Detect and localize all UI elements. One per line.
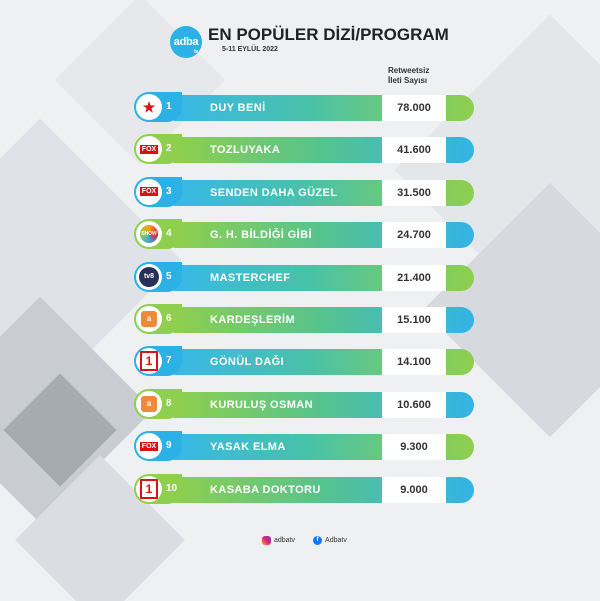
rank-number: 4 [166, 228, 172, 240]
value-column-header: Retweetsiz İleti Sayısı [388, 66, 430, 85]
facebook-link[interactable]: f Adbatv [313, 536, 347, 545]
table-row: FOX 2 TOZLUYAKA 41.600 [134, 134, 474, 165]
table-row: FOX 3 SENDEN DAHA GÜZEL 31.500 [134, 176, 474, 207]
rank-number: 1 [166, 101, 172, 112]
program-name: TOZLUYAKA [210, 144, 281, 157]
table-row: a 8 KURULUŞ OSMAN 10.600 [134, 388, 474, 419]
program-value: 31.500 [382, 179, 446, 206]
rank-badge: FOX 2 [134, 134, 182, 165]
program-name: YASAK ELMA [210, 441, 286, 454]
header: adba tv EN POPÜLER DİZİ/PROGRAM 5-11 EYLÜ… [170, 24, 490, 64]
rank-badge: 1 10 [134, 473, 182, 504]
program-value: 41.600 [382, 137, 446, 164]
table-row: ★ 1 DUY BENİ 78.000 [134, 92, 474, 122]
program-value: 14.100 [382, 349, 446, 376]
table-row: a 6 KARDEŞLERİM 15.100 [134, 304, 474, 334]
atv-logo-icon: a [136, 306, 162, 332]
program-value: 78.000 [382, 95, 446, 121]
footer: adbatv f Adbatv [262, 536, 347, 545]
rank-badge: FOX 9 [134, 431, 182, 462]
rank-number: 7 [166, 355, 172, 367]
program-value: 9.300 [382, 434, 446, 461]
table-row: 1 10 KASABA DOKTORU 9.000 [134, 473, 474, 504]
program-value: 9.000 [382, 476, 446, 503]
table-row: tv8 5 MASTERCHEF 21.400 [134, 261, 474, 292]
adba-logo: adba tv [170, 26, 202, 58]
rank-badge: tv8 5 [134, 261, 182, 292]
program-value: 21.400 [382, 264, 446, 291]
rank-number: 8 [166, 397, 172, 409]
rank-badge: SHOW 4 [134, 219, 182, 250]
atv-logo-icon: a [136, 390, 162, 417]
rank-number: 5 [166, 270, 172, 282]
instagram-icon [262, 536, 271, 545]
program-name: MASTERCHEF [210, 271, 291, 284]
fox-logo-icon: FOX [136, 178, 162, 205]
program-name: KASABA DOKTORU [210, 483, 321, 496]
program-value: 15.100 [382, 307, 446, 333]
page-title: EN POPÜLER DİZİ/PROGRAM [208, 25, 449, 44]
kanal-d-logo-icon: 1 [136, 348, 162, 375]
page-subtitle: 5-11 EYLÜL 2022 [222, 46, 278, 53]
rank-badge: ★ 1 [134, 92, 182, 122]
kanal-d-logo-icon: 1 [136, 475, 162, 502]
table-row: 1 7 GÖNÜL DAĞI 14.100 [134, 346, 474, 377]
fox-logo-icon: FOX [136, 433, 162, 460]
star-tv-logo-icon: ★ [136, 94, 162, 120]
program-name: GÖNÜL DAĞI [210, 356, 285, 369]
program-name: KURULUŞ OSMAN [210, 398, 313, 411]
fox-logo-icon: FOX [136, 136, 162, 163]
table-row: SHOW 4 G. H. BİLDİĞİ GİBİ 24.700 [134, 219, 474, 250]
program-name: SENDEN DAHA GÜZEL [210, 186, 338, 199]
tv8-logo-icon: tv8 [136, 263, 162, 290]
program-name: KARDEŞLERİM [210, 314, 296, 326]
rank-number: 9 [166, 440, 172, 452]
table-row: FOX 9 YASAK ELMA 9.300 [134, 431, 474, 462]
rank-number: 6 [166, 313, 172, 324]
rank-badge: FOX 3 [134, 176, 182, 207]
facebook-icon: f [313, 536, 323, 545]
program-name: G. H. BİLDİĞİ GİBİ [210, 229, 312, 242]
rank-number: 2 [166, 143, 172, 155]
rank-number: 10 [166, 482, 178, 494]
program-value: 10.600 [382, 391, 446, 418]
instagram-link[interactable]: adbatv [262, 536, 295, 545]
program-value: 24.700 [382, 222, 446, 249]
program-name: DUY BENİ [210, 102, 266, 114]
rank-number: 3 [166, 185, 172, 197]
show-tv-logo-icon: SHOW [136, 221, 162, 248]
